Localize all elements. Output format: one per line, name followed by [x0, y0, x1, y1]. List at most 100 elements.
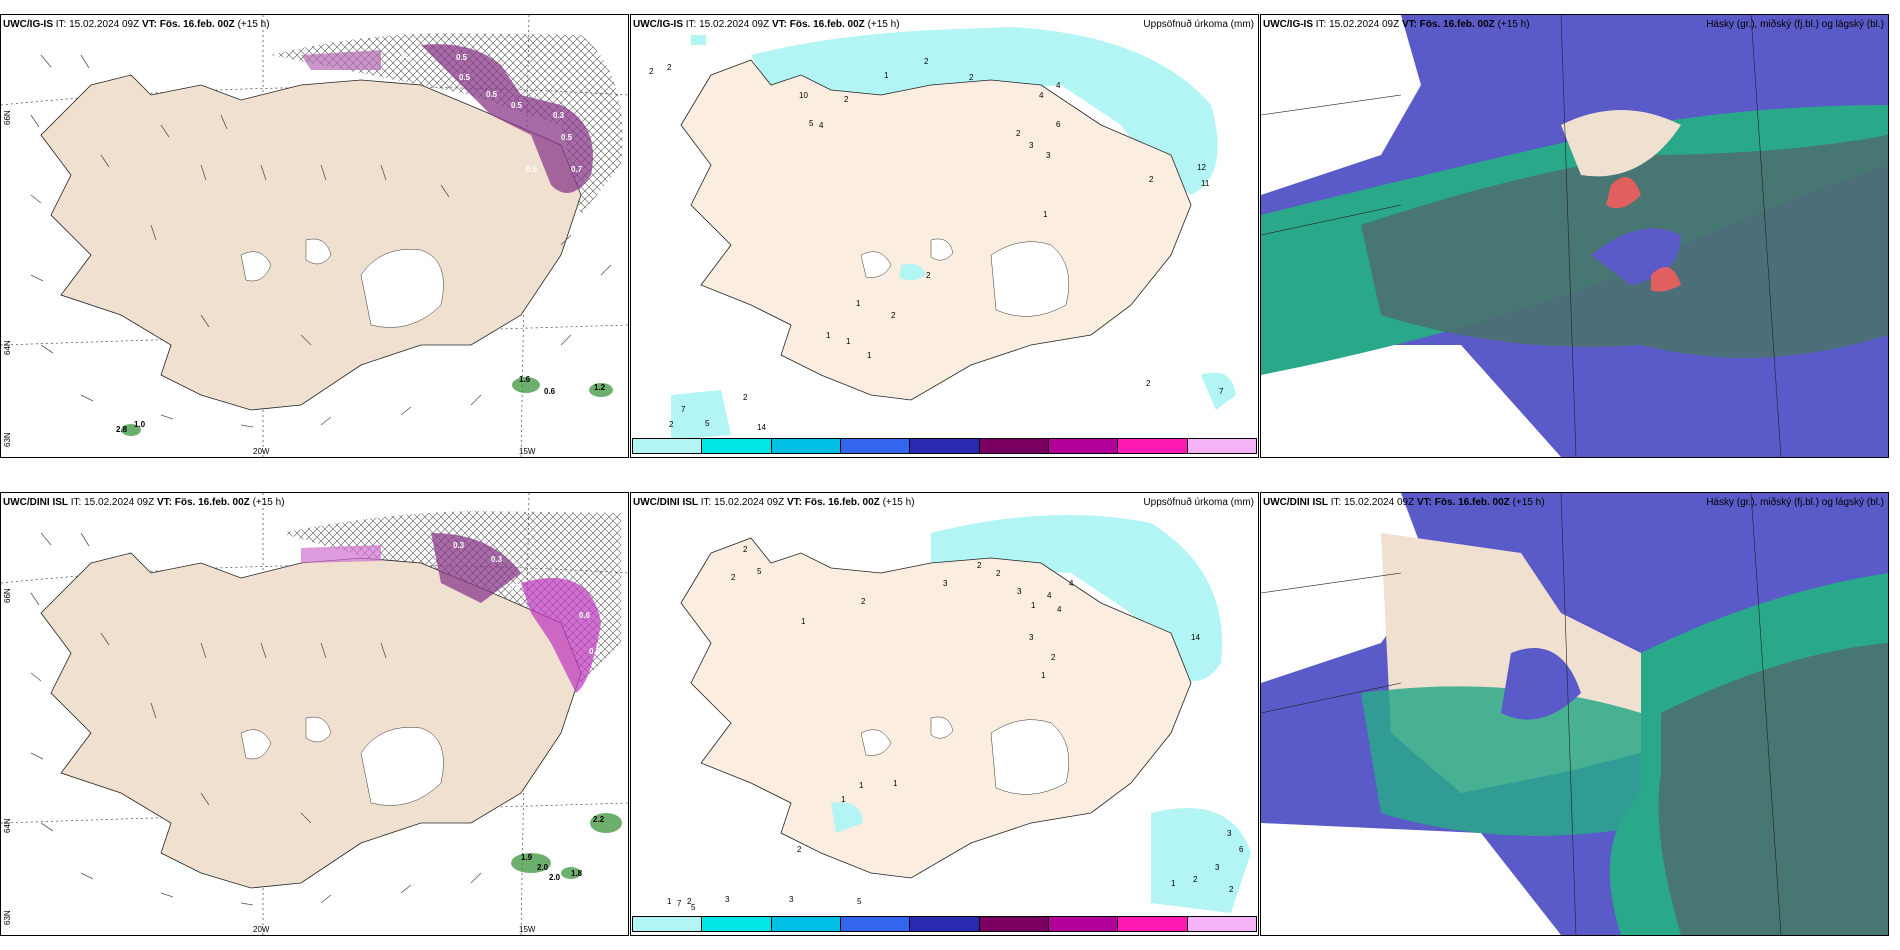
- panel-header: UWC/IG-IS IT: 15.02.2024 09Z VT: Fös. 16…: [3, 19, 270, 30]
- panel-header: UWC/IG-IS IT: 15.02.2024 09Z VT: Fös. 16…: [1263, 19, 1530, 30]
- map-label: 3: [943, 579, 948, 588]
- map-label: 2.8: [116, 425, 128, 434]
- map-label: 3: [789, 895, 794, 904]
- map-label: 2: [861, 597, 866, 606]
- map-label: 1.8: [571, 869, 583, 878]
- map-label: 7: [681, 405, 686, 414]
- lon-label: 20W: [253, 447, 270, 456]
- map-label: 0.5: [459, 73, 471, 82]
- map-label: 0.3: [553, 111, 565, 120]
- lon-label: 15W: [519, 925, 536, 934]
- lon-label: 20W: [253, 925, 270, 934]
- cloud-panel-bottom: UWC/DINI ISL IT: 15.02.2024 09Z VT: Fös.…: [1260, 492, 1889, 936]
- map-label: 3: [1029, 633, 1034, 642]
- map-label: 2: [1016, 129, 1021, 138]
- precip-panel-top: UWC/IG-IS IT: 15.02.2024 09Z VT: Fös. 16…: [630, 14, 1259, 458]
- map-label: 7: [677, 899, 682, 908]
- map-label: 0.5: [509, 583, 521, 592]
- colorbar-tick: 10: [703, 456, 712, 457]
- map-label: 6: [1056, 120, 1061, 129]
- map-label: 7: [1219, 387, 1224, 396]
- valid-label: VT:: [156, 497, 172, 508]
- map-label: 2.0: [537, 863, 549, 872]
- init-time: IT: 15.02.2024 09Z: [55, 19, 140, 30]
- lead-time: (+15 h): [237, 19, 270, 30]
- map-label: 1: [884, 71, 889, 80]
- model-name: UWC/DINI ISL: [1263, 497, 1328, 508]
- map-label: 3: [1017, 587, 1022, 596]
- map-label: 2: [969, 73, 974, 82]
- wind-map-top: [1, 15, 628, 457]
- lon-label: 15W: [519, 447, 536, 456]
- map-label: 2: [1229, 885, 1234, 894]
- lead-time: (+15 h): [1512, 497, 1545, 508]
- colorbar-cell: [910, 917, 980, 931]
- lead-time: (+15 h): [252, 497, 285, 508]
- map-label: 1: [667, 897, 672, 906]
- map-label: 1.2: [594, 383, 606, 392]
- map-label: 1: [1031, 601, 1036, 610]
- init-time: IT: 15.02.2024 09Z: [1330, 497, 1415, 508]
- map-label: 5: [705, 419, 710, 428]
- colorbar-tick: 25: [772, 934, 781, 935]
- lat-label: 66N: [3, 110, 12, 125]
- valid-label: VT:: [1416, 497, 1432, 508]
- colorbar-cell: [979, 917, 1049, 931]
- map-label: 1: [1043, 210, 1048, 219]
- map-label: 2: [743, 393, 748, 402]
- colorbar-tick: 1: [634, 934, 638, 935]
- cloud-map-bottom: [1261, 493, 1888, 935]
- colorbar-tick: 150: [1048, 934, 1061, 935]
- colorbar-cell: [840, 917, 911, 931]
- map-label: 2: [977, 561, 982, 570]
- lat-label: 63N: [3, 432, 12, 447]
- map-label: 2: [669, 420, 674, 429]
- map-label: 4: [1069, 579, 1074, 588]
- map-label: 2: [1051, 653, 1056, 662]
- colorbar-labels: 1 10 25 50 75 100 150 200 400: [632, 456, 1257, 457]
- colorbar-cell: [771, 439, 841, 453]
- map-label: 4: [1057, 605, 1062, 614]
- colorbar-tick: 400: [1186, 934, 1199, 935]
- valid-time: Fös. 16.feb. 00Z: [789, 19, 865, 30]
- map-label: 1: [859, 781, 864, 790]
- colorbar-tick: 150: [1048, 456, 1061, 457]
- map-label: 2: [731, 573, 736, 582]
- map-label: 0.3: [453, 541, 465, 550]
- valid-time: Fös. 16.feb. 00Z: [174, 497, 250, 508]
- precip-panel-bottom: UWC/DINI ISL IT: 15.02.2024 09Z VT: Fös.…: [630, 492, 1259, 936]
- wind-map-bottom: [1, 493, 628, 935]
- map-label: 2: [649, 67, 654, 76]
- map-label: 0.5: [486, 90, 498, 99]
- colorbar-tick: 100: [979, 456, 992, 457]
- colorbar-cell: [1118, 439, 1188, 453]
- valid-label: VT:: [1401, 19, 1417, 30]
- map-label: 14: [757, 423, 766, 432]
- precip-colorbar: [632, 438, 1257, 454]
- map-label: 1.9: [521, 853, 533, 862]
- map-label: 3: [1227, 829, 1232, 838]
- map-label: 3: [1029, 141, 1034, 150]
- map-label: 0.7: [571, 165, 583, 174]
- map-label: 2: [844, 95, 849, 104]
- map-label: 0.5: [589, 647, 601, 656]
- colorbar-cell: [979, 439, 1049, 453]
- map-label: 3: [725, 895, 730, 904]
- colorbar-cell: [1118, 917, 1188, 931]
- lat-label: 63N: [3, 910, 12, 925]
- colorbar-cell: [771, 917, 841, 931]
- map-label: 2: [687, 897, 692, 906]
- valid-label: VT:: [771, 19, 787, 30]
- init-time: IT: 15.02.2024 09Z: [700, 497, 785, 508]
- map-label: 4: [1039, 91, 1044, 100]
- map-label: 2: [996, 569, 1001, 578]
- init-time: IT: 15.02.2024 09Z: [685, 19, 770, 30]
- valid-time: Fös. 16.feb. 00Z: [804, 497, 880, 508]
- model-name: UWC/IG-IS: [3, 19, 53, 30]
- map-label: 0.5: [561, 133, 573, 142]
- colorbar-cell: [702, 439, 772, 453]
- map-label: 1.0: [134, 420, 146, 429]
- lat-label: 66N: [3, 588, 12, 603]
- panel-header: UWC/IG-IS IT: 15.02.2024 09Z VT: Fös. 16…: [633, 19, 900, 30]
- wind-panel-bottom: UWC/DINI ISL IT: 15.02.2024 09Z VT: Fös.…: [0, 492, 629, 936]
